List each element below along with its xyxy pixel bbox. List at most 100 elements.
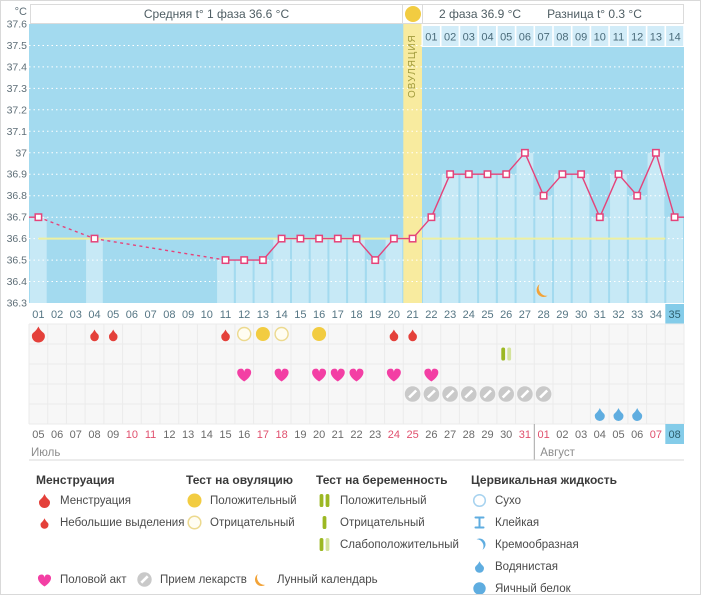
date-label[interactable]: 24 — [388, 429, 400, 441]
cycle-day-label[interactable]: 34 — [650, 309, 662, 321]
cycle-day-label[interactable]: 04 — [88, 309, 100, 321]
phase2-day-cell — [441, 26, 459, 46]
cycle-day-label[interactable]: 16 — [313, 309, 325, 321]
legend-section-title: Тест на беременность — [316, 473, 448, 487]
phase2-day-cell — [516, 26, 534, 46]
cycle-day-label[interactable]: 18 — [350, 309, 362, 321]
cycle-day-label[interactable]: 22 — [425, 309, 437, 321]
date-label[interactable]: 07 — [650, 429, 662, 441]
cycle-day-label[interactable]: 11 — [220, 309, 231, 321]
date-label[interactable]: 18 — [275, 429, 287, 441]
date-label[interactable]: 28 — [463, 429, 475, 441]
cycle-day-label[interactable]: 33 — [631, 309, 643, 321]
date-label[interactable]: 06 — [51, 429, 63, 441]
cycle-day-label[interactable]: 26 — [500, 309, 512, 321]
cycle-day-label[interactable]: 17 — [332, 309, 344, 321]
legend-item: Отрицательный — [186, 512, 297, 533]
date-label[interactable]: 17 — [257, 429, 269, 441]
cycle-day-label[interactable]: 19 — [369, 309, 381, 321]
legend-item: Клейкая — [471, 512, 617, 533]
intercourse-icon — [349, 368, 364, 382]
date-label[interactable]: 02 — [556, 429, 568, 441]
date-label[interactable]: 30 — [500, 429, 512, 441]
date-label[interactable]: 27 — [444, 429, 456, 441]
intercourse-icon — [330, 368, 345, 382]
date-label[interactable]: 26 — [425, 429, 437, 441]
date-label[interactable]: 06 — [631, 429, 643, 441]
date-label[interactable]: 14 — [201, 429, 213, 441]
temperature-point — [258, 256, 267, 265]
legend-section: Тест на овуляцию Положительный Отрицательн… — [186, 473, 297, 533]
measured-day-column — [666, 217, 683, 303]
date-label[interactable]: 07 — [70, 429, 82, 441]
cycle-day-label[interactable]: 27 — [519, 309, 531, 321]
date-label[interactable]: 16 — [238, 429, 250, 441]
date-label[interactable]: 13 — [182, 429, 194, 441]
cycle-day-label[interactable]: 03 — [70, 309, 82, 321]
measured-day-column — [647, 152, 665, 303]
measured-day-column — [329, 238, 347, 303]
cycle-day-label[interactable]: 30 — [575, 309, 587, 321]
date-label[interactable]: 31 — [519, 429, 531, 441]
temperature-point — [464, 170, 473, 179]
cycle-day-label[interactable]: 06 — [126, 309, 138, 321]
legend-item: Положительный — [186, 490, 297, 511]
measured-day-column — [366, 260, 384, 303]
legend-item: Менструация — [36, 490, 184, 511]
cycle-day-label[interactable]: 12 — [238, 309, 250, 321]
y-axis-tick-label: 37.3 — [7, 83, 28, 95]
lunar-crescent-icon — [536, 284, 548, 297]
cycle-day-label[interactable]: 09 — [182, 309, 194, 321]
measured-day-column — [385, 238, 403, 303]
cervical-creamy-icon — [476, 538, 486, 550]
date-label[interactable]: 01 — [537, 429, 549, 441]
cervical-fluid-icon — [594, 408, 605, 421]
cycle-day-label[interactable]: 31 — [594, 309, 606, 321]
date-label[interactable]: 05 — [612, 429, 624, 441]
date-label[interactable]: 11 — [145, 429, 156, 441]
y-axis-tick-label: 36.8 — [7, 190, 28, 202]
legend-item-label: Лунный календарь — [277, 573, 378, 586]
date-label[interactable]: 23 — [369, 429, 381, 441]
cycle-day-label[interactable]: 01 — [32, 309, 44, 321]
cycle-day-label[interactable]: 35 — [668, 309, 680, 321]
temperature-point — [34, 213, 43, 222]
cycle-day-label[interactable]: 28 — [537, 309, 549, 321]
cycle-day-label[interactable]: 29 — [556, 309, 568, 321]
cycle-day-label[interactable]: 14 — [275, 309, 287, 321]
cycle-day-label[interactable]: 24 — [463, 309, 475, 321]
date-label[interactable]: 15 — [219, 429, 231, 441]
date-label[interactable]: 25 — [406, 429, 418, 441]
cycle-day-label[interactable]: 07 — [144, 309, 156, 321]
date-label[interactable]: 21 — [332, 429, 344, 441]
date-label[interactable]: 03 — [575, 429, 587, 441]
date-label[interactable]: 10 — [126, 429, 138, 441]
cycle-day-label[interactable]: 23 — [444, 309, 456, 321]
date-label[interactable]: 19 — [294, 429, 306, 441]
drop-large-legend-icon — [39, 494, 50, 508]
cycle-day-label[interactable]: 13 — [257, 309, 269, 321]
cycle-day-label[interactable]: 02 — [51, 309, 63, 321]
date-label[interactable]: 08 — [88, 429, 100, 441]
cycle-day-label[interactable]: 32 — [612, 309, 624, 321]
pill-slash — [483, 389, 492, 399]
date-label[interactable]: 05 — [32, 429, 44, 441]
cycle-day-label[interactable]: 20 — [388, 309, 400, 321]
cycle-day-label[interactable]: 05 — [107, 309, 119, 321]
measured-day-column — [516, 152, 534, 303]
date-label[interactable]: 04 — [594, 429, 606, 441]
cycle-day-label[interactable]: 08 — [163, 309, 175, 321]
lunar-calendar-icon — [255, 574, 266, 586]
cycle-day-label[interactable]: 25 — [481, 309, 493, 321]
date-label[interactable]: 22 — [350, 429, 362, 441]
cycle-day-label[interactable]: 21 — [406, 309, 418, 321]
cycle-day-label[interactable]: 15 — [294, 309, 306, 321]
phase1-summary: Средняя t° 1 фаза 36.6 °C — [30, 4, 403, 24]
date-label[interactable]: 09 — [107, 429, 119, 441]
cf-creamy-legend-icon — [476, 538, 486, 550]
date-label[interactable]: 20 — [313, 429, 325, 441]
date-label[interactable]: 29 — [481, 429, 493, 441]
cycle-day-label[interactable]: 10 — [201, 309, 213, 321]
date-label[interactable]: 08 — [668, 429, 680, 441]
date-label[interactable]: 12 — [163, 429, 175, 441]
